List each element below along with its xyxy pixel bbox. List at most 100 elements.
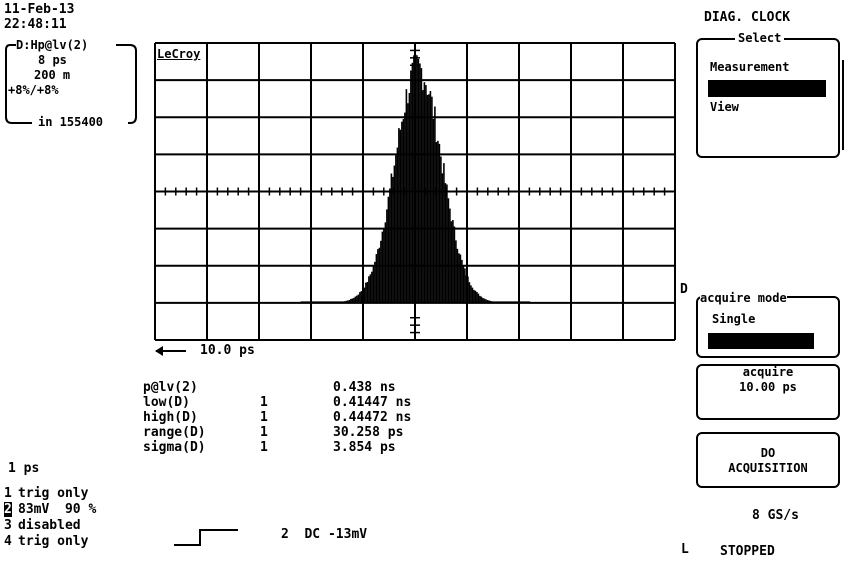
histogram-bar — [428, 94, 430, 303]
measurement-value: 0.438 ns — [333, 380, 396, 395]
measurement-name: high(D) — [143, 410, 198, 425]
channel-number: 1 — [4, 486, 12, 501]
histogram-bar — [326, 301, 328, 303]
menu-title: DIAG. CLOCK — [704, 10, 791, 25]
time-scale-arrowhead-icon — [155, 346, 163, 356]
histogram-bar — [345, 300, 348, 303]
histogram-bar — [426, 94, 429, 303]
channel-number: 3 — [4, 518, 12, 533]
histogram-bar — [405, 89, 408, 303]
histogram-bar — [506, 301, 508, 303]
histogram-bar — [350, 298, 352, 303]
channel-status: trig only — [18, 534, 89, 549]
histogram-bar — [479, 295, 481, 303]
histogram-bar — [470, 285, 472, 303]
trigger-info: 2 DC -13mV — [281, 527, 368, 542]
histogram-bar — [497, 301, 499, 303]
menu-item-measurement[interactable]: Measurement — [710, 60, 790, 74]
histogram-bar — [357, 294, 360, 303]
date-label: 11-Feb-13 — [4, 2, 75, 17]
status-indicator: L — [681, 542, 689, 557]
trace-label: D:Hp@lv(2) — [16, 38, 89, 52]
histogram-bar — [312, 301, 315, 303]
menu-scroll-bracket-icon — [838, 60, 844, 150]
histogram-bar — [489, 300, 492, 303]
histogram-bar — [390, 173, 393, 303]
histogram-bar — [476, 292, 478, 303]
histogram-bar — [501, 301, 504, 303]
select-menu[interactable] — [696, 38, 840, 158]
lecroy-logo: LeCroy — [157, 47, 201, 61]
histogram-bar — [323, 301, 325, 303]
acquire-mode-selected — [708, 333, 814, 349]
trace-count: in 155400 — [38, 115, 104, 129]
histogram-bars — [300, 54, 531, 303]
trace-box-frame — [5, 44, 137, 124]
histogram-bar — [306, 301, 309, 303]
histogram-bar — [407, 103, 409, 303]
histogram-bar — [366, 281, 369, 303]
acquire-mode-value: Single — [712, 312, 756, 326]
sample-rate: 8 GS/s — [752, 508, 799, 523]
histogram-bar — [414, 54, 417, 303]
histogram-bar — [461, 259, 463, 303]
histogram-bar — [384, 222, 387, 303]
histogram-bar — [512, 301, 514, 303]
measurement-name: sigma(D) — [143, 440, 206, 455]
histogram-bar — [419, 63, 421, 303]
histogram-bar — [386, 209, 388, 303]
measurement-flag: 1 — [260, 410, 268, 425]
histogram-bar — [378, 247, 381, 303]
histogram-bar — [413, 55, 415, 303]
histogram-bar — [332, 301, 334, 303]
histogram-bar — [372, 265, 375, 303]
histogram-bar — [464, 268, 466, 303]
histogram-bar — [308, 301, 310, 303]
histogram-bar — [354, 296, 357, 303]
measurement-row: range(D) 1 30.258 ps — [143, 425, 443, 440]
histogram-bar — [435, 142, 438, 303]
histogram-bar — [338, 301, 340, 303]
histogram-bar — [449, 208, 451, 303]
histogram-bar — [359, 292, 361, 303]
histogram-bar — [422, 90, 424, 303]
histogram-bar — [459, 254, 462, 303]
histogram-bar — [302, 301, 304, 303]
histogram-bar — [416, 55, 418, 303]
do-acquisition-button[interactable]: DO ACQUISITION — [696, 432, 840, 488]
histogram-bar — [392, 176, 394, 303]
menu-item-selected[interactable] — [708, 80, 826, 97]
trace-offset: 200 m — [34, 68, 71, 82]
histogram-bar — [528, 301, 531, 303]
histogram-bar — [465, 275, 468, 303]
measurement-flag: 1 — [260, 425, 268, 440]
histogram-bar — [500, 301, 502, 303]
histogram-bar — [401, 121, 403, 303]
measurement-value: 3.854 ps — [333, 440, 396, 455]
menu-item-view[interactable]: View — [710, 100, 739, 114]
time-label: 22:48:11 — [4, 17, 67, 32]
acquire-button[interactable]: acquire 10.00 ps — [696, 364, 840, 420]
histogram-bar — [431, 96, 433, 303]
measurement-table: p@lv(2) 0.438 ns low(D) 1 0.41447 ns hig… — [143, 380, 443, 475]
histogram-bar — [444, 183, 447, 303]
histogram-bar — [527, 301, 529, 303]
histogram-bar — [335, 301, 337, 303]
channel-marker: D — [680, 282, 688, 297]
histogram-bar — [377, 249, 379, 303]
histogram-bar — [320, 301, 322, 303]
do-acquisition-line1: DO — [760, 446, 776, 460]
histogram-bar — [524, 301, 526, 303]
histogram-bar — [351, 298, 354, 303]
histogram-bar — [411, 62, 414, 303]
measurement-value: 30.258 ps — [333, 425, 404, 440]
trace-info-box[interactable]: D:Hp@lv(2) 8 ps 200 m +8%/+8% in 155400 — [4, 37, 138, 129]
trace-scale: 8 ps — [38, 53, 67, 67]
histogram-bar — [389, 188, 391, 303]
histogram-bar — [522, 301, 525, 303]
histogram-bar — [360, 291, 363, 303]
histogram-bar — [486, 300, 489, 303]
histogram-bar — [365, 282, 367, 303]
histogram-bar — [374, 261, 376, 303]
grid-ticks — [154, 42, 676, 341]
